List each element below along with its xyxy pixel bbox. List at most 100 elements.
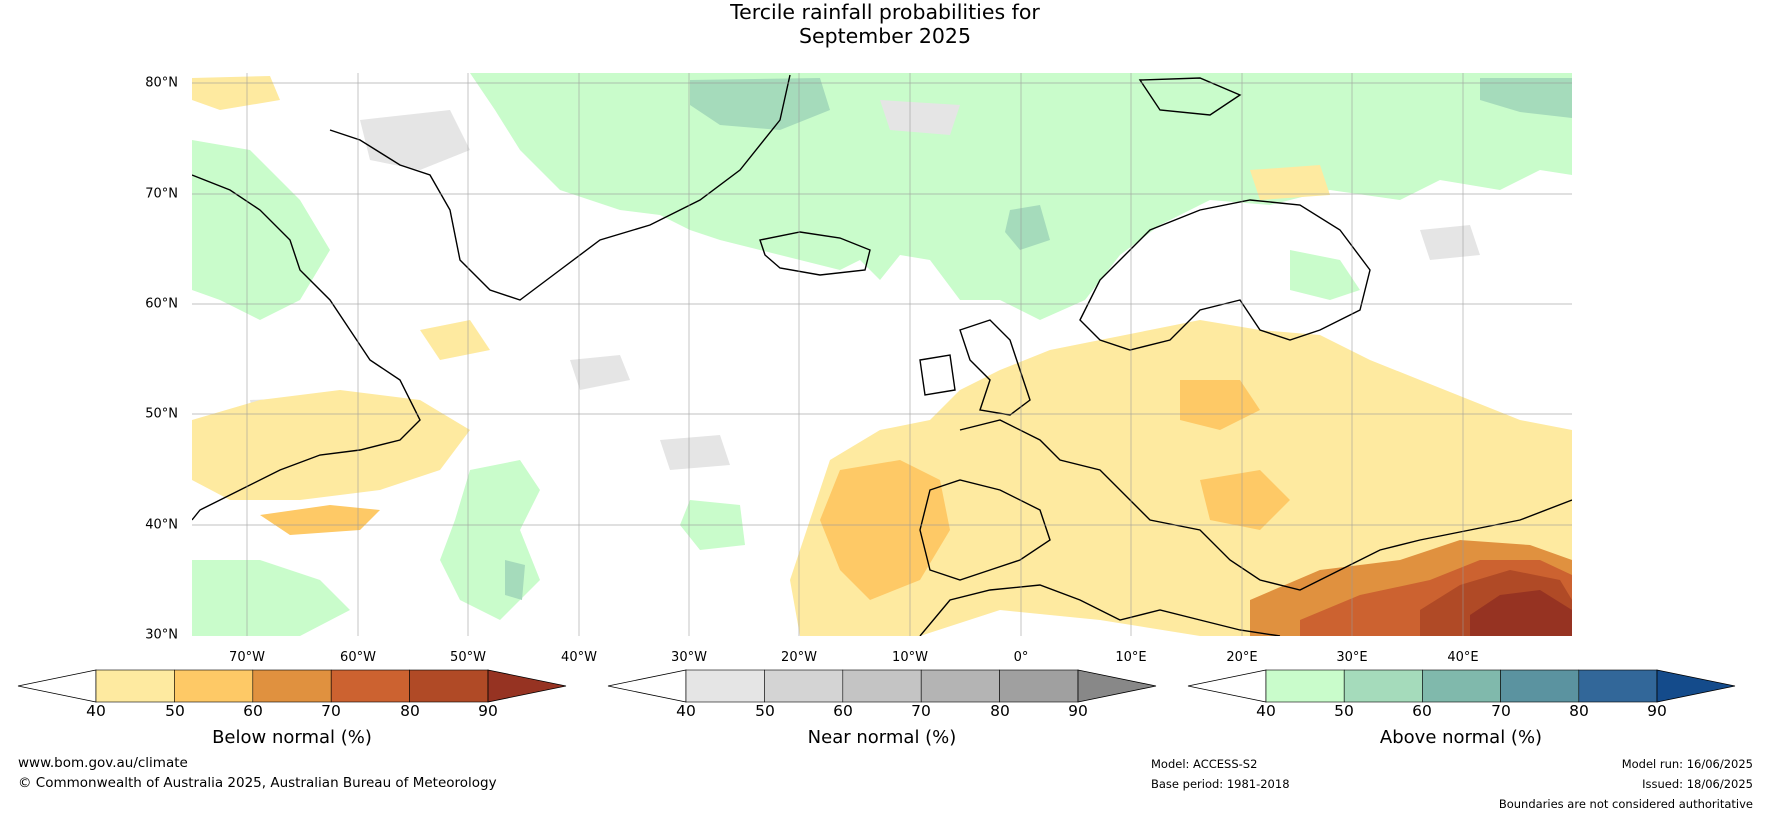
lon-label-40w: 40°W xyxy=(561,650,597,665)
cb-above-tick-60: 60 xyxy=(1412,702,1432,720)
below-normal-balkans xyxy=(1200,470,1290,530)
colorbar-below-segment-2 xyxy=(174,669,254,703)
below-normal-areas xyxy=(192,76,1572,636)
colorbar-below-over-triangle xyxy=(487,669,567,703)
colorbar-above-segment-2 xyxy=(1343,669,1423,703)
above-normal-dark-3 xyxy=(1005,205,1050,250)
africa-coast xyxy=(919,584,1281,636)
near-normal-2 xyxy=(880,100,960,135)
map-area xyxy=(192,73,1572,636)
colorbar-below-segment-1 xyxy=(95,669,175,703)
scandinavia-coast xyxy=(1079,199,1371,351)
cb-above-tick-90: 90 xyxy=(1647,702,1667,720)
cb-below-tick-50: 50 xyxy=(165,702,185,720)
below-normal-atlantic-dark xyxy=(260,505,380,535)
colorbar-above-segment-3 xyxy=(1422,669,1501,703)
colorbar-above-segment-4 xyxy=(1500,669,1580,703)
near-normal-1 xyxy=(360,110,470,170)
colorbar-near-under-triangle xyxy=(607,669,687,703)
below-normal-small-3 xyxy=(1250,165,1330,200)
cb-below-tick-70: 70 xyxy=(321,702,341,720)
above-normal-dark-2 xyxy=(1480,78,1572,118)
title-line-2: September 2025 xyxy=(799,24,971,48)
lon-label-30w: 30°W xyxy=(671,650,707,665)
cb-above-tick-80: 80 xyxy=(1569,702,1589,720)
lat-label-40n: 40°N xyxy=(145,517,178,533)
lon-label-30e: 30°E xyxy=(1336,650,1368,665)
lon-label-60w: 60°W xyxy=(340,650,376,665)
above-normal-scandinavia xyxy=(1290,250,1360,300)
near-normal-3 xyxy=(570,355,630,390)
lat-label-30n: 30°N xyxy=(145,627,178,643)
above-normal-atlantic-2 xyxy=(192,560,350,636)
lon-label-40e: 40°E xyxy=(1447,650,1479,665)
footer-model: Model: ACCESS-S2 xyxy=(1151,757,1258,771)
footer-model-run: Model run: 16/06/2025 xyxy=(1621,757,1753,771)
cb-above-tick-40: 40 xyxy=(1256,702,1276,720)
above-normal-greenland-band xyxy=(192,140,330,320)
colorbar-below-under-triangle xyxy=(17,669,97,703)
colorbar-below-segment-4 xyxy=(330,669,410,703)
map-title: Tercile rainfall probabilities for Septe… xyxy=(0,0,1770,48)
greenland-coast xyxy=(329,74,791,301)
footer-copyright: © Commonwealth of Australia 2025, Austra… xyxy=(18,775,497,791)
cb-near-tick-70: 70 xyxy=(911,702,931,720)
iberia-coast xyxy=(919,479,1051,581)
colorbar-near xyxy=(607,669,1157,703)
lat-label-70n: 70°N xyxy=(145,186,178,202)
lon-label-10w: 10°W xyxy=(892,650,928,665)
lon-label-50w: 50°W xyxy=(450,650,486,665)
cb-below-tick-40: 40 xyxy=(86,702,106,720)
near-normal-4 xyxy=(660,435,730,470)
lat-label-80n: 80°N xyxy=(145,75,178,91)
near-normal-5 xyxy=(1420,225,1480,260)
cb-below-tick-60: 60 xyxy=(243,702,263,720)
colorbar-above xyxy=(1187,669,1736,703)
below-normal-iberia xyxy=(820,460,950,600)
footer-website: www.bom.gov.au/climate xyxy=(18,755,188,771)
british-isles-coast xyxy=(919,319,1031,416)
coastlines xyxy=(192,74,1572,636)
below-normal-small-1 xyxy=(420,320,490,360)
colorbar-above-over-triangle xyxy=(1656,669,1736,703)
below-normal-central-europe xyxy=(1180,380,1260,430)
below-normal-small-2 xyxy=(192,76,280,110)
colorbar-below xyxy=(17,669,567,703)
footer-base-period: Base period: 1981-2018 xyxy=(1151,777,1290,791)
below-normal-mideast-90 xyxy=(1470,590,1572,636)
lat-label-50n: 50°N xyxy=(145,406,178,422)
canada-coast xyxy=(192,174,421,521)
cb-above-tick-50: 50 xyxy=(1334,702,1354,720)
cb-above-tick-70: 70 xyxy=(1491,702,1511,720)
europe-coast xyxy=(959,419,1572,591)
colorbar-above-under-triangle xyxy=(1187,669,1267,703)
lat-label-60n: 60°N xyxy=(145,296,178,312)
lon-label-70w: 70°W xyxy=(229,650,265,665)
cb-near-tick-60: 60 xyxy=(833,702,853,720)
colorbar-below-segment-3 xyxy=(252,669,332,703)
cb-below-tick-80: 80 xyxy=(400,702,420,720)
below-normal-europe xyxy=(790,320,1572,636)
cb-below-tick-90: 90 xyxy=(478,702,498,720)
colorbar-near-segment-3 xyxy=(842,669,922,703)
colorbar-near-segment-2 xyxy=(764,669,844,703)
above-normal-dark-4 xyxy=(505,560,525,600)
lon-label-10e: 10°E xyxy=(1115,650,1147,665)
colorbar-above-segment-5 xyxy=(1578,669,1658,703)
cb-near-tick-50: 50 xyxy=(755,702,775,720)
colorbar-above-segment-1 xyxy=(1265,669,1345,703)
cb-near-tick-40: 40 xyxy=(676,702,696,720)
colorbar-near-segment-5 xyxy=(999,669,1079,703)
colorbar-near-over-triangle xyxy=(1077,669,1157,703)
graticule xyxy=(192,73,1572,636)
lon-label-20e: 20°E xyxy=(1226,650,1258,665)
title-line-1: Tercile rainfall probabilities for xyxy=(730,0,1040,24)
colorbar-below-segment-5 xyxy=(409,669,489,703)
colorbar-near-segment-4 xyxy=(920,669,1000,703)
lon-label-0: 0° xyxy=(1013,650,1029,665)
colorbar-near-segment-1 xyxy=(685,669,765,703)
svalbard-coast xyxy=(1138,77,1242,116)
cb-near-tick-90: 90 xyxy=(1068,702,1088,720)
above-normal-dark-1 xyxy=(690,78,830,130)
